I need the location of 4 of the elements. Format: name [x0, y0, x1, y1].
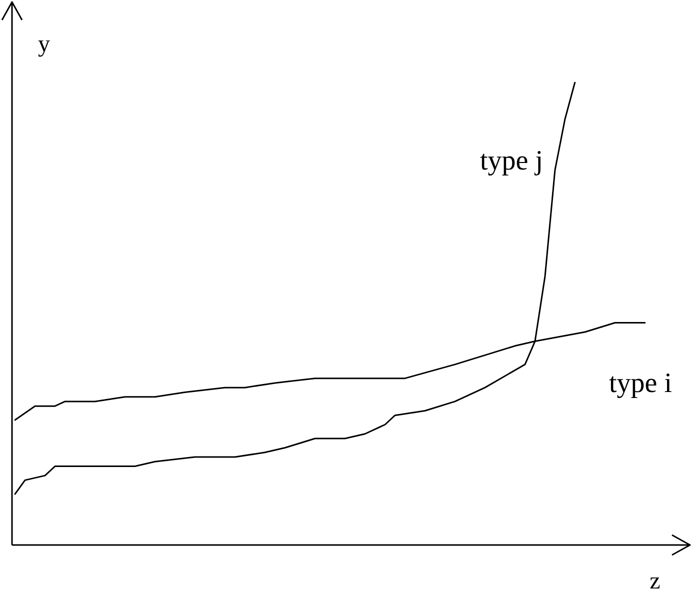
- y-axis-title: y: [38, 31, 50, 58]
- x-axis-title: z: [650, 568, 660, 594]
- series-label: type i: [609, 368, 672, 400]
- series-label: type j: [480, 145, 543, 176]
